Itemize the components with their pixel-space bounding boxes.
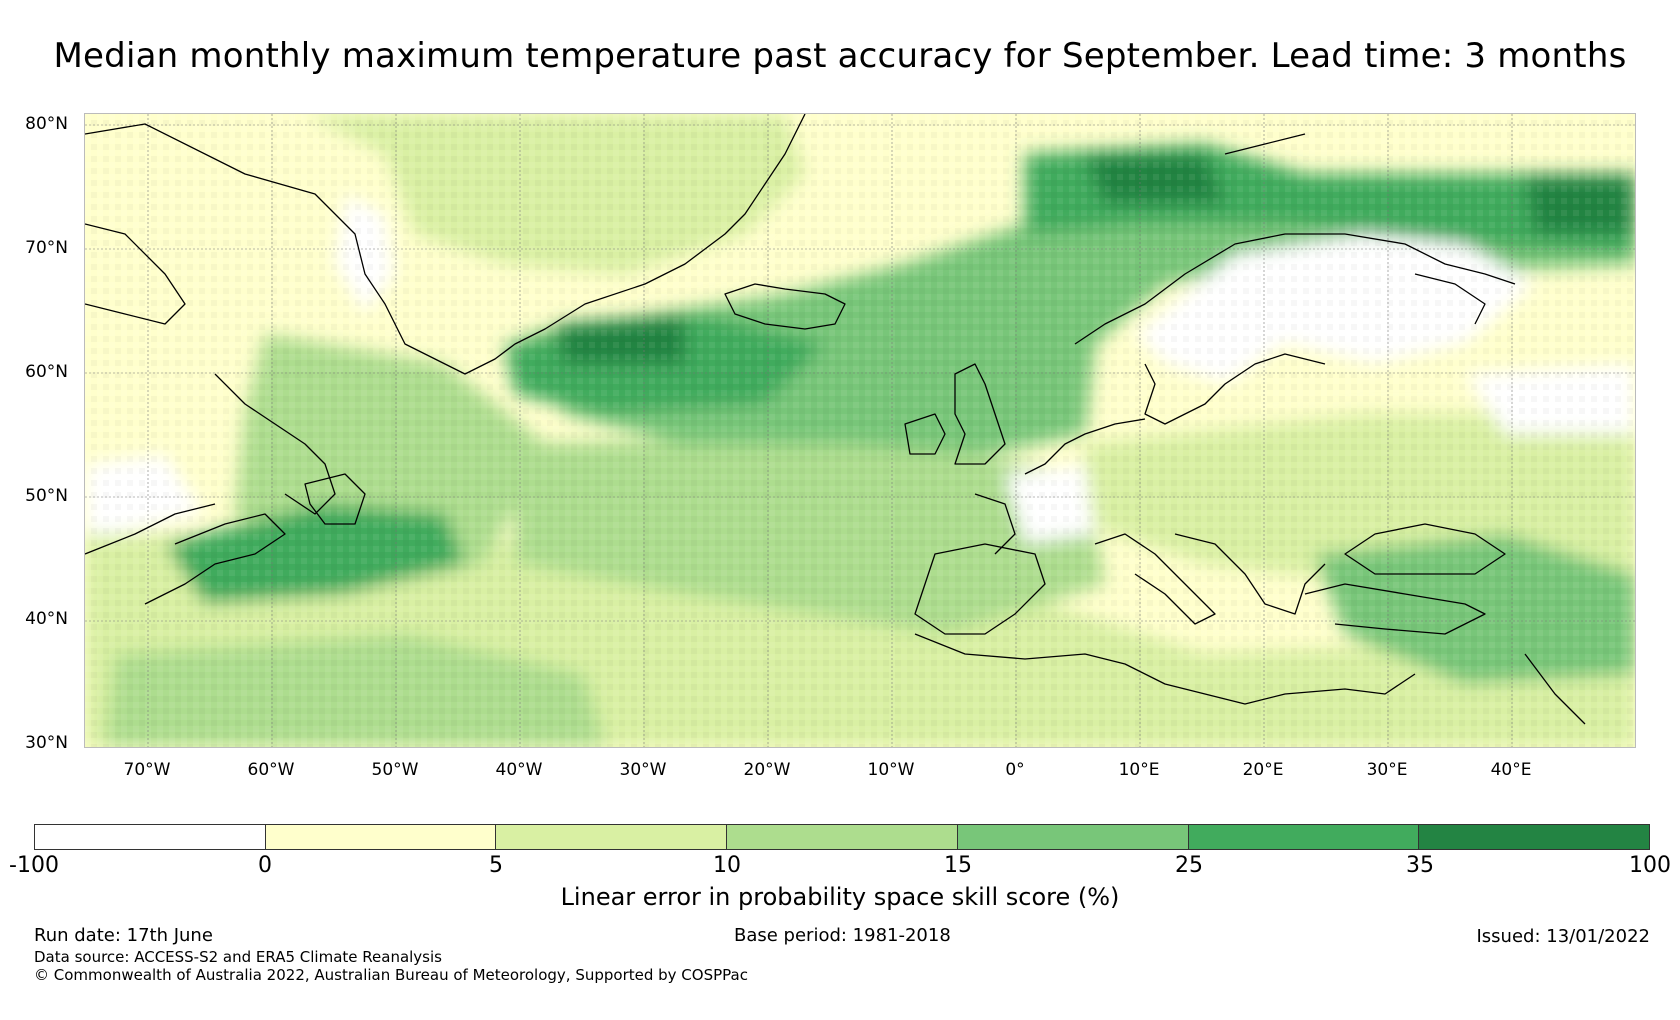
coast-white-sea xyxy=(1414,273,1486,325)
coast-britain xyxy=(954,363,1006,465)
lon-label-10e: 10°E xyxy=(1118,760,1160,780)
colorbar-tick: 100 xyxy=(1629,853,1671,878)
colorbar-segment xyxy=(35,825,266,849)
coastlines xyxy=(85,114,1586,725)
lon-label-40w: 40°W xyxy=(495,760,543,780)
lon-label-10w: 10°W xyxy=(867,760,915,780)
coast-canada-south xyxy=(85,503,216,555)
colorbar-tick: -100 xyxy=(9,853,59,878)
run-date: Run date: 17th June xyxy=(34,925,213,946)
skill-score-map xyxy=(84,113,1636,748)
chart-title: Median monthly maximum temperature past … xyxy=(53,36,1627,76)
lon-label-20e: 20°E xyxy=(1242,760,1284,780)
coast-greenland xyxy=(85,114,806,375)
colorbar-tick: 10 xyxy=(713,853,741,878)
coast-russia-arctic xyxy=(1224,133,1306,155)
lon-label-60w: 60°W xyxy=(247,760,295,780)
lon-label-50w: 50°W xyxy=(371,760,419,780)
coast-turkey xyxy=(1304,583,1486,635)
coast-north-africa xyxy=(914,633,1416,705)
coast-ireland xyxy=(904,413,946,455)
lat-label-60n: 60°N xyxy=(25,362,68,382)
issued-date: Issued: 13/01/2022 xyxy=(1476,926,1650,947)
coast-france-west xyxy=(974,493,1016,555)
lon-label-40e: 40°E xyxy=(1490,760,1532,780)
colorbar-label: Linear error in probability space skill … xyxy=(560,883,1120,911)
colorbar-segment xyxy=(957,825,1189,849)
coast-nova-scotia xyxy=(144,513,286,605)
coast-labrador xyxy=(214,373,336,515)
coast-balkans xyxy=(1174,533,1326,615)
colorbar-tick: 15 xyxy=(944,853,972,878)
coast-newfoundland xyxy=(304,473,366,525)
lon-label-30w: 30°W xyxy=(619,760,667,780)
colorbar-segment xyxy=(1188,825,1420,849)
lon-label-0: 0° xyxy=(1005,760,1025,780)
lat-label-30n: 30°N xyxy=(25,733,68,753)
colorbar-segment xyxy=(496,825,728,849)
coast-baltic xyxy=(1144,353,1326,425)
coast-italy xyxy=(1094,533,1216,625)
coast-iceland xyxy=(724,283,846,330)
colorbar-tick: 25 xyxy=(1175,853,1203,878)
data-source: Data source: ACCESS-S2 and ERA5 Climate … xyxy=(34,948,442,966)
copyright: © Commonwealth of Australia 2022, Austra… xyxy=(34,966,748,984)
lon-label-20w: 20°W xyxy=(743,760,791,780)
coast-continent xyxy=(1024,418,1146,475)
lon-label-70w: 70°W xyxy=(123,760,171,780)
lat-label-70n: 70°N xyxy=(25,238,68,258)
base-period: Base period: 1981-2018 xyxy=(734,925,951,946)
graticule xyxy=(85,114,1635,747)
coast-norway xyxy=(1074,233,1516,345)
lat-label-40n: 40°N xyxy=(25,609,68,629)
colorbar-segment xyxy=(727,825,958,849)
colorbar-tick: 35 xyxy=(1406,853,1434,878)
colorbar-tick: 0 xyxy=(258,853,272,878)
lon-label-30e: 30°E xyxy=(1366,760,1408,780)
lat-label-50n: 50°N xyxy=(25,486,68,506)
colorbar-segment xyxy=(1419,825,1650,849)
coast-black-sea xyxy=(1344,523,1506,575)
colorbar-segment xyxy=(265,825,497,849)
coast-iberia xyxy=(914,543,1046,635)
coast-baffin xyxy=(85,223,186,325)
colorbar xyxy=(34,824,1650,850)
lat-label-80n: 80°N xyxy=(25,114,68,134)
coast-red-sea xyxy=(1524,653,1586,725)
colorbar-tick: 5 xyxy=(489,853,503,878)
